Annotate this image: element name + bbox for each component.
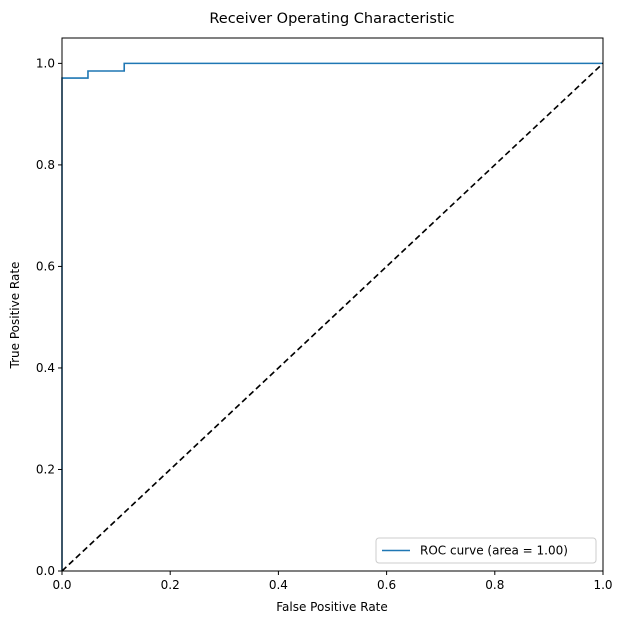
legend-box xyxy=(375,537,597,564)
x-tick-label: 0.6 xyxy=(377,578,396,592)
y-tick-label: 0.4 xyxy=(36,361,55,375)
x-tick-label: 0.0 xyxy=(52,578,71,592)
y-tick-label: 1.0 xyxy=(36,56,55,70)
y-tick-label: 0.8 xyxy=(36,158,55,172)
legend: ROC curve (area = 1.00) xyxy=(375,537,597,564)
y-tick-label: 0.0 xyxy=(36,564,55,578)
x-tick-label: 0.4 xyxy=(269,578,288,592)
x-axis-label: False Positive Rate xyxy=(276,600,388,614)
axes: 0.0 0.2 0.4 0.6 0.8 1.0 0.0 0.2 0.4 0.6 0.8 1.0 xyxy=(36,37,613,592)
chance-diagonal-line xyxy=(61,62,604,572)
y-tick-label: 0.2 xyxy=(36,462,55,476)
chart-title: Receiver Operating Characteristic xyxy=(209,11,454,27)
x-tick-label: 0.2 xyxy=(161,578,180,592)
x-tick-label: 0.8 xyxy=(485,578,504,592)
y-axis-label: True Positive Rate xyxy=(8,262,22,370)
x-tick-label: 1.0 xyxy=(593,578,612,592)
legend-label: ROC curve (area = 1.00) xyxy=(420,544,568,558)
axes-frame xyxy=(61,37,604,572)
y-tick-label: 0.6 xyxy=(36,259,55,273)
